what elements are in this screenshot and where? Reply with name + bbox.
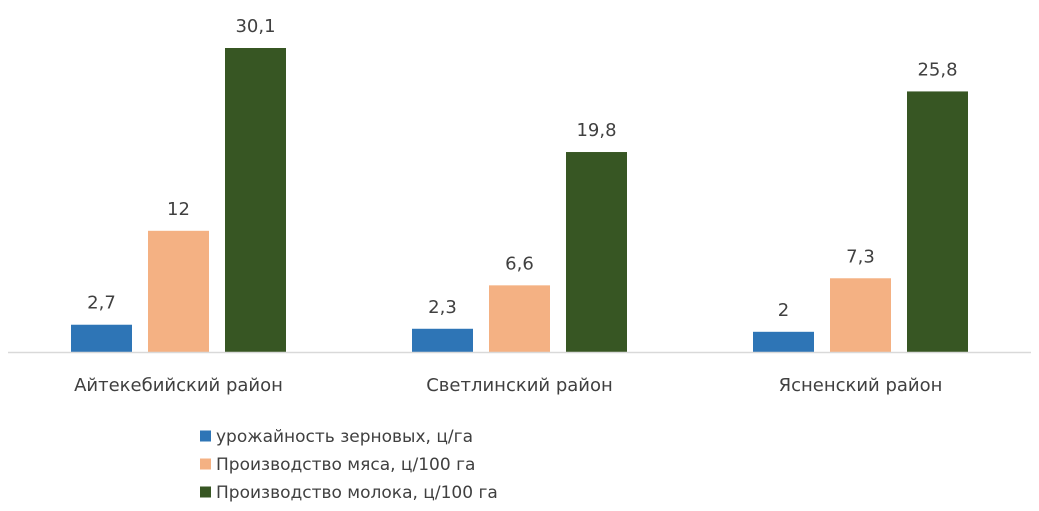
data-label-3-1: 30,1 [235,16,275,37]
legend-swatch-3 [200,486,211,498]
data-label-3-2: 19,8 [576,120,616,141]
bar-1-2 [412,328,473,352]
category-label-2: Светлинский район [426,375,613,396]
data-label-2-3: 7,3 [846,246,875,267]
legend-swatch-1 [200,430,211,442]
bar-3-1 [225,48,286,352]
bar-2-2 [489,285,550,352]
bar-3-3 [907,91,968,352]
legend-label-3: Производство молока, ц/100 га [216,483,498,503]
legend-swatch-2 [200,458,211,470]
data-label-1-1: 2,7 [87,293,116,314]
data-labels-group: 2,7 12 30,1 2,3 6,6 19,8 2 7,3 25,8 [87,16,957,321]
category-label-3: Ясненский район [779,375,943,396]
bar-1-1 [71,324,132,352]
data-label-2-1: 12 [167,199,190,220]
legend: урожайность зерновых, ц/га Производство м… [200,427,498,503]
bar-1-3 [753,331,814,352]
category-labels-group: Айтекебийский район Светлинский район Ясне… [74,375,942,396]
data-label-2-2: 6,6 [505,253,534,274]
legend-label-2: Производство мяса, ц/100 га [216,455,475,475]
category-label-1: Айтекебийский район [74,375,283,396]
legend-label-1: урожайность зерновых, ц/га [216,427,473,447]
data-label-3-3: 25,8 [917,59,957,80]
data-label-1-2: 2,3 [428,297,457,318]
bar-3-2 [566,152,627,352]
bars-group [71,48,968,352]
bar-2-1 [148,230,209,352]
data-label-1-3: 2 [778,300,789,321]
bar-2-3 [830,278,891,352]
